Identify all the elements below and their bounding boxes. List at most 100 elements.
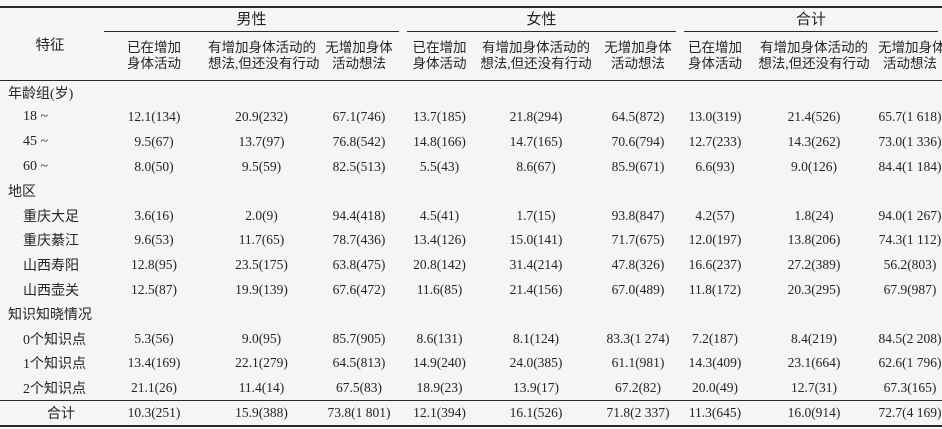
column-header-line: 活动想法 — [883, 56, 937, 71]
table-cell: 72.7(4 169) — [878, 399, 942, 427]
table-row: 2个知识点 21.1(26) 11.4(14) 67.5(83) 18.9(23) 13.… — [0, 376, 942, 401]
column-header-line: 已在增加 — [412, 40, 467, 55]
table-cell: 14.9(240) — [413, 355, 466, 371]
group-header-female: 女性 — [403, 7, 680, 32]
table-cell — [680, 179, 750, 204]
table-cell: 9.6(53) — [134, 232, 174, 248]
table-cell: 5.3(56) — [134, 330, 174, 346]
table-cell: 13.7(185) — [413, 109, 466, 125]
table-cell: 9.0(95) — [241, 330, 282, 346]
table-row: 45 ~ 9.5(67) 13.7(97) 76.8(542) 14.8(166) 14.… — [0, 130, 942, 155]
row-label: 地区 — [8, 185, 36, 201]
table-row: 重庆綦江 9.6(53) 11.7(65) 78.7(436) 13.4(126) 15.… — [0, 228, 942, 253]
table-cell: 12.1(394) — [403, 399, 476, 427]
row-label: 合计 — [0, 399, 100, 427]
table-cell: 12.1(134) — [127, 109, 181, 125]
table-cell — [878, 179, 942, 204]
table-cell: 16.6(237) — [688, 256, 742, 272]
table-cell: 8.1(124) — [512, 330, 560, 346]
table-cell: 82.5(513) — [332, 158, 386, 174]
table-cell: 13.4(126) — [413, 232, 466, 248]
table-cell: 85.9(671) — [611, 158, 665, 174]
table-cell: 13.8(206) — [787, 232, 841, 248]
table-cell: 71.7(675) — [611, 232, 665, 248]
table-cell: 73.8(1 801) — [315, 399, 403, 427]
column-header-male-active: 已在增加 身体活动 — [100, 32, 208, 81]
table-cell: 11.3(645) — [680, 399, 750, 427]
table-cell: 8.6(131) — [416, 330, 463, 346]
table-cell: 70.6(794) — [611, 133, 665, 149]
table-cell: 18.9(23) — [416, 379, 463, 395]
table-cell: 12.7(233) — [688, 133, 742, 149]
table-cell: 14.7(165) — [509, 133, 563, 149]
header-group-row: 特征 男性 女性 合计 — [0, 7, 942, 81]
table-cell: 8.0(50) — [134, 158, 174, 174]
row-label: 山西壶关 — [23, 283, 79, 299]
table-cell — [208, 302, 315, 327]
table-cell: 62.6(1 796) — [878, 355, 942, 371]
row-label: 18 ~ — [23, 109, 49, 125]
table-cell: 14.8(166) — [413, 133, 466, 149]
table-cell: 84.4(1 184) — [878, 158, 942, 174]
table-cell: 16.1(526) — [476, 399, 596, 427]
table-cell — [100, 81, 208, 106]
table-cell: 8.6(67) — [516, 158, 556, 174]
table-cell — [315, 81, 403, 106]
table-cell — [596, 179, 680, 204]
table-cell: 67.1(746) — [332, 109, 386, 125]
table-cell: 93.8(847) — [611, 207, 665, 223]
table-cell: 12.7(31) — [790, 379, 838, 395]
table-cell: 8.4(219) — [790, 330, 838, 346]
row-label: 45 ~ — [23, 133, 49, 149]
table-cell: 1.7(15) — [516, 207, 556, 223]
column-header-line: 有增加身体活动的 — [482, 40, 590, 55]
table-row: 1个知识点 13.4(169) 22.1(279) 64.5(813) 14.9(240… — [0, 351, 942, 376]
row-label: 1个知识点 — [23, 357, 86, 373]
table-header: 特征 男性 女性 合计 已在增加 身体活动 有增加身体活动的 想法,但 — [0, 7, 942, 81]
table-cell: 61.1(981) — [611, 355, 665, 371]
column-header-female-none: 无增加身体 活动想法 — [596, 32, 680, 81]
table-cell: 11.4(14) — [238, 379, 285, 395]
table-cell: 23.5(175) — [235, 256, 288, 272]
table-cell: 20.3(295) — [787, 281, 841, 297]
table-cell: 1.8(24) — [794, 207, 834, 223]
group-header-male-label: 男性 — [104, 8, 399, 32]
header-sub-row: 已在增加 身体活动 有增加身体活动的 想法,但还没有行动 无增加身体 活动想法 … — [0, 32, 942, 81]
row-label: 年龄组(岁) — [8, 87, 74, 103]
table-cell: 11.6(85) — [416, 281, 463, 297]
table-cell: 83.3(1 274) — [606, 330, 670, 346]
table-cell: 13.0(319) — [688, 109, 742, 125]
table-cell: 67.6(472) — [332, 281, 386, 297]
table-cell: 63.8(475) — [332, 256, 386, 272]
table-cell: 11.8(172) — [688, 281, 742, 297]
table-cell: 12.5(87) — [130, 281, 178, 297]
table-cell: 71.8(2 337) — [596, 399, 680, 427]
column-header-line: 身体活动 — [688, 56, 742, 71]
table-cell — [878, 81, 942, 106]
table-cell: 20.0(49) — [691, 379, 739, 395]
table-cell — [476, 81, 596, 106]
table-cell: 73.0(1 336) — [878, 133, 942, 149]
table-cell: 14.3(409) — [688, 355, 742, 371]
table-row: 山西壶关 12.5(87) 19.9(139) 67.6(472) 11.6(85) 21… — [0, 277, 942, 302]
table-cell: 67.0(489) — [611, 281, 665, 297]
table-cell: 23.1(664) — [787, 355, 841, 371]
table-cell: 11.7(65) — [238, 232, 285, 248]
table-cell: 21.1(26) — [130, 379, 178, 395]
column-header-female-active: 已在增加 身体活动 — [403, 32, 476, 81]
column-header-total-intend: 有增加身体活动的 想法,但还没有行动 — [750, 32, 878, 81]
table-cell — [878, 302, 942, 327]
row-label: 重庆綦江 — [23, 234, 79, 250]
row-label: 重庆大足 — [23, 209, 79, 225]
table-cell: 47.8(326) — [611, 256, 665, 272]
table-cell: 94.0(1 267) — [878, 207, 942, 223]
column-header-female-intend: 有增加身体活动的 想法,但还没有行动 — [476, 32, 596, 81]
row-label: 知识知晓情况 — [8, 308, 92, 324]
table-cell: 24.0(385) — [509, 355, 563, 371]
total-row: 合计 10.3(251) 15.9(388) 73.8(1 801) 12.1(394)… — [0, 399, 942, 427]
column-header-line: 无增加身体 — [325, 40, 393, 55]
table-cell — [750, 81, 878, 106]
table-cell: 9.0(126) — [790, 158, 838, 174]
column-header-line: 想法,但还没有行动 — [480, 56, 592, 71]
table-cell — [680, 81, 750, 106]
